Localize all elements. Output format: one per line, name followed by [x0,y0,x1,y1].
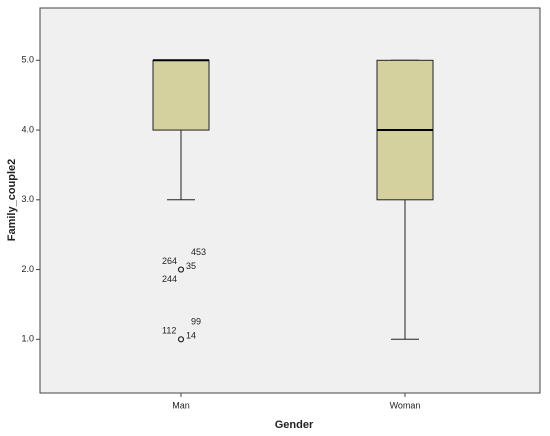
y-axis-title: Family_couple2 [6,159,18,242]
plot-area [39,7,541,394]
y-tick-label: 2.0 [21,264,34,274]
outlier-label: 35 [186,261,196,271]
outlier [177,266,185,273]
outlier-label: 264 [162,256,177,266]
x-tick-label: Man [172,400,190,410]
outlier-label: 244 [162,274,177,284]
outlier-label: 453 [191,247,206,257]
y-tick-label: 4.0 [21,124,34,134]
x-tick-label: Woman [390,400,421,410]
outlier-label: 112 [162,326,176,336]
box [152,59,210,131]
outlier [177,336,185,343]
outlier-label: 14 [186,331,196,341]
x-axis-title: Gender [275,419,314,431]
y-tick-label: 1.0 [21,334,34,344]
y-tick-label: 3.0 [21,194,34,204]
y-tick-label: 5.0 [21,55,34,65]
outlier-label: 99 [191,317,201,327]
